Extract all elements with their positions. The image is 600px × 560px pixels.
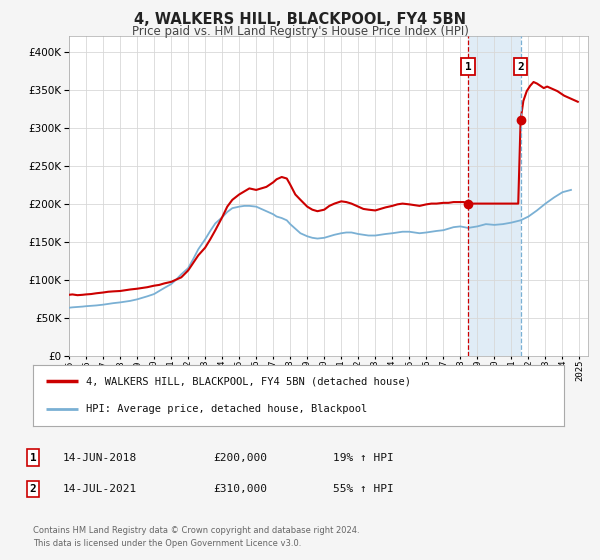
Text: HPI: Average price, detached house, Blackpool: HPI: Average price, detached house, Blac…: [86, 404, 367, 414]
Text: 1: 1: [29, 452, 37, 463]
Text: 2: 2: [29, 484, 37, 494]
Text: 1: 1: [464, 62, 472, 72]
Text: 14-JUN-2018: 14-JUN-2018: [63, 452, 137, 463]
Text: Contains HM Land Registry data © Crown copyright and database right 2024.
This d: Contains HM Land Registry data © Crown c…: [33, 526, 359, 548]
Text: £200,000: £200,000: [213, 452, 267, 463]
Text: 14-JUL-2021: 14-JUL-2021: [63, 484, 137, 494]
Text: 2: 2: [517, 62, 524, 72]
Bar: [468, 36, 521, 356]
Text: Price paid vs. HM Land Registry's House Price Index (HPI): Price paid vs. HM Land Registry's House …: [131, 25, 469, 38]
Text: 4, WALKERS HILL, BLACKPOOL, FY4 5BN: 4, WALKERS HILL, BLACKPOOL, FY4 5BN: [134, 12, 466, 27]
Text: £310,000: £310,000: [213, 484, 267, 494]
Text: 55% ↑ HPI: 55% ↑ HPI: [333, 484, 394, 494]
Text: 4, WALKERS HILL, BLACKPOOL, FY4 5BN (detached house): 4, WALKERS HILL, BLACKPOOL, FY4 5BN (det…: [86, 376, 411, 386]
Text: 19% ↑ HPI: 19% ↑ HPI: [333, 452, 394, 463]
